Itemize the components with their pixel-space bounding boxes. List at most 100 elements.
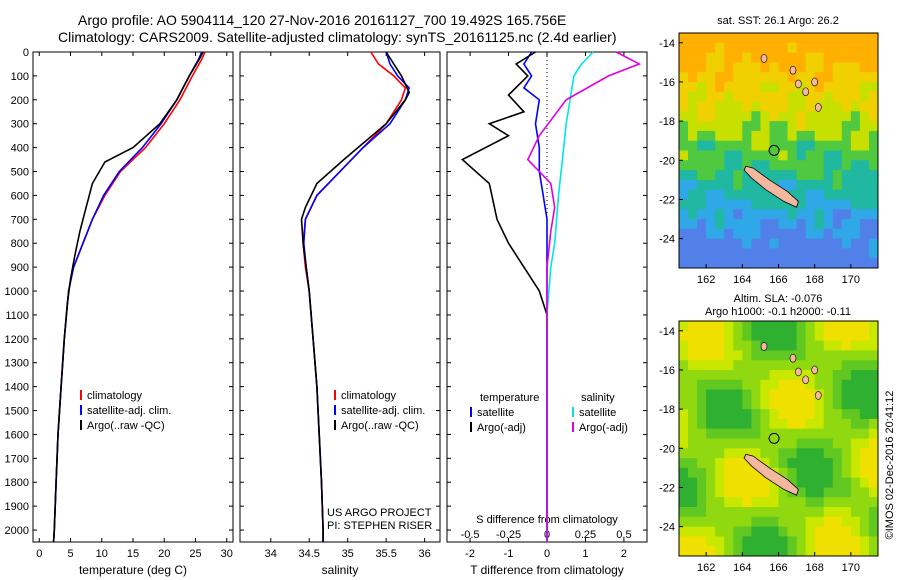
map-cell	[850, 42, 861, 54]
map-cell	[715, 121, 725, 132]
map-cell	[697, 209, 707, 220]
island-shape	[802, 375, 809, 385]
map-cell	[823, 121, 834, 132]
map-cell	[869, 428, 879, 439]
map-cell	[814, 507, 825, 518]
map-cell	[724, 340, 734, 351]
map-cell	[706, 438, 716, 449]
map-cell	[869, 467, 879, 479]
map-cell	[787, 52, 797, 63]
map-cell	[751, 438, 761, 449]
map-cell	[859, 438, 870, 449]
map-cell	[778, 130, 788, 142]
panel-frame	[32, 51, 234, 543]
map-cell	[805, 458, 816, 469]
map-cell	[805, 91, 816, 103]
map-cell	[823, 497, 834, 508]
map-cell	[869, 379, 879, 391]
island-shape	[760, 342, 768, 351]
map-cell	[859, 228, 870, 240]
map-cell	[841, 340, 852, 351]
map-cell	[859, 350, 870, 361]
map-cell	[778, 62, 788, 73]
map-cell	[841, 101, 852, 112]
header-line1: Argo profile: AO 5904114_120 27-Nov-2016…	[78, 12, 566, 28]
map-cell	[805, 497, 816, 508]
map-cell	[733, 487, 743, 498]
map-cell	[706, 219, 716, 230]
lon-tick-label: 170	[842, 274, 860, 286]
lat-tick-label: -24	[659, 234, 675, 246]
map-cell	[805, 428, 816, 439]
map-cell	[733, 458, 743, 469]
map-cell	[688, 248, 698, 259]
map-cell	[823, 170, 834, 181]
map-cell	[769, 33, 779, 44]
map-cell	[832, 497, 843, 508]
map-cell	[715, 350, 725, 361]
map-cell	[778, 448, 788, 459]
map-cell	[859, 209, 870, 220]
map-cell	[778, 487, 788, 498]
map-cell	[760, 370, 770, 381]
map-cell	[742, 111, 752, 122]
map-cell	[850, 199, 861, 210]
map-cell	[679, 340, 689, 351]
map-cell	[859, 428, 870, 439]
map-cell	[706, 150, 716, 161]
map-cell	[778, 121, 788, 132]
map-cell	[688, 52, 698, 63]
map-cell	[778, 340, 788, 351]
lat-tick-label: -24	[659, 522, 675, 534]
map-cell	[733, 170, 743, 181]
map-cell	[841, 477, 852, 488]
map-cell	[742, 248, 752, 259]
map-cell	[787, 228, 797, 240]
map-cell	[751, 330, 761, 342]
map-cell	[733, 209, 743, 220]
map-cell	[724, 248, 734, 259]
map-cell	[706, 536, 716, 547]
map-cell	[706, 487, 716, 498]
map-cell	[814, 111, 825, 122]
map-cell	[742, 428, 752, 439]
map-cell	[679, 536, 689, 547]
map-cell	[697, 160, 707, 171]
map-cell	[706, 91, 716, 103]
map-cell	[760, 228, 770, 240]
map-cell	[697, 189, 707, 200]
map-cell	[787, 160, 797, 171]
map-cell	[697, 321, 707, 332]
map-cell	[742, 228, 752, 240]
map-cell	[688, 497, 698, 508]
map-cell	[787, 507, 797, 518]
map-cell	[742, 516, 752, 528]
map-cell	[760, 360, 770, 371]
map-cell	[841, 360, 852, 371]
map-cell	[787, 497, 797, 508]
legend-label-satellite: satellite-adj. clim.	[87, 405, 171, 417]
map-cell	[841, 399, 852, 410]
map-cell	[742, 62, 752, 73]
map-cell	[733, 360, 743, 371]
map-cell	[697, 228, 707, 240]
sst-map: -14 -16 -18 -20 -22 -24 162 164 166 168 170	[659, 32, 879, 286]
map-cell	[679, 121, 689, 132]
depth-tick-label: 0	[23, 47, 29, 59]
map-cell	[706, 248, 716, 259]
map-cell	[742, 258, 752, 269]
map-cell	[859, 179, 870, 191]
map-cell	[859, 111, 870, 122]
island-shape	[811, 77, 818, 87]
map-cell	[805, 130, 816, 142]
map-cell	[805, 399, 816, 410]
map-cell	[805, 209, 816, 220]
depth-tick-label: 700	[11, 214, 29, 226]
map-cell	[679, 130, 689, 142]
map-cell	[769, 360, 779, 371]
map-cell	[742, 238, 752, 249]
s-diff-tick-label: 0.5	[616, 529, 631, 541]
map-cell	[850, 62, 861, 73]
map-cell	[841, 52, 852, 63]
